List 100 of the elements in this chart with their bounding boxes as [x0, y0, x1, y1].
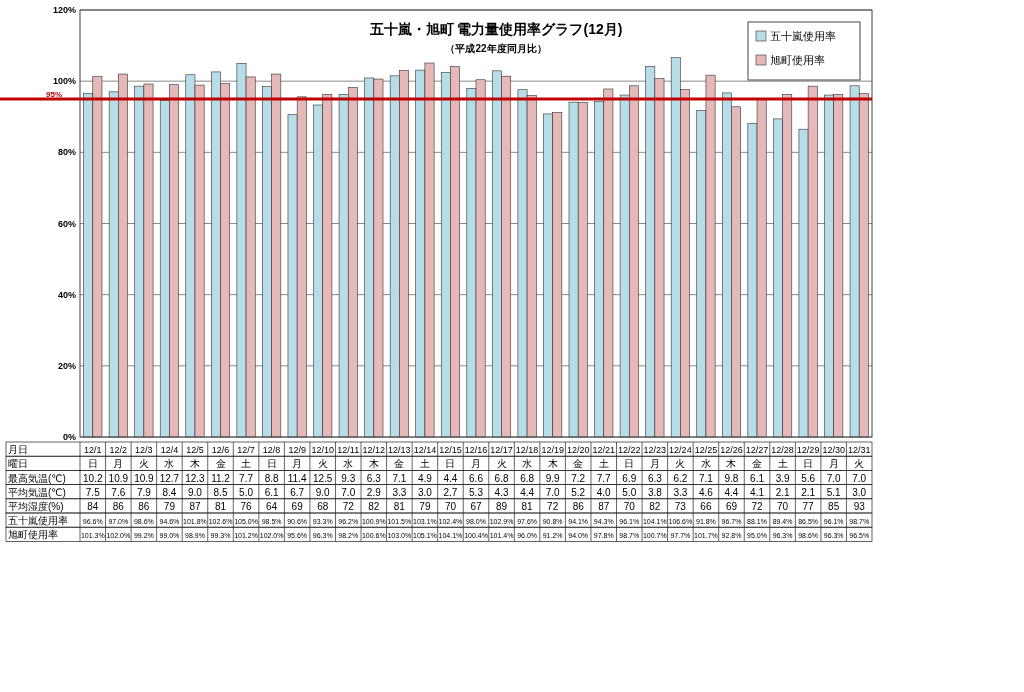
- text: 12.3: [185, 472, 205, 484]
- text: 8.5: [213, 486, 228, 498]
- text: 10.9: [134, 472, 154, 484]
- text: 曜日: [8, 458, 28, 470]
- text: 67: [470, 501, 482, 512]
- x-tick-label: 12/6: [211, 445, 230, 456]
- text: 月: [649, 458, 660, 470]
- text: 4.4: [443, 472, 458, 484]
- x-tick-label: 12/1: [84, 445, 102, 456]
- text: 86: [138, 501, 150, 512]
- text: 日: [624, 458, 635, 470]
- x-tick-label: 12/18: [515, 445, 539, 456]
- text: 73: [674, 501, 686, 512]
- text: 月: [828, 458, 839, 470]
- text: 12.7: [159, 472, 180, 484]
- text: 11.2: [211, 472, 230, 484]
- text: 66: [700, 501, 712, 512]
- text: 6.8: [520, 472, 535, 484]
- text: 10.2: [83, 472, 103, 484]
- x-tick-label: 12/3: [135, 445, 153, 456]
- text: 7.6: [111, 486, 126, 498]
- x-tick-label: 12/21: [592, 445, 616, 456]
- text: 5.0: [622, 486, 637, 498]
- text: 日: [266, 458, 277, 470]
- text: 7.1: [392, 472, 407, 484]
- x-tick-label: 12/30: [822, 445, 845, 456]
- text: 木: [368, 458, 379, 470]
- x-tick-label: 12/8: [262, 445, 281, 456]
- y-tick-label: 100%: [52, 76, 76, 87]
- text: 5.2: [571, 486, 586, 498]
- x-tick-label: 12/16: [464, 445, 488, 456]
- text: 72: [342, 501, 354, 512]
- x-tick-label: 12/2: [109, 445, 128, 456]
- text: 3.3: [392, 486, 407, 498]
- text: 火: [317, 458, 328, 470]
- text: 7.7: [596, 472, 611, 484]
- text: 3.0: [417, 486, 432, 498]
- text: 2.1: [775, 486, 790, 498]
- text: 4.0: [596, 486, 611, 498]
- x-tick-label: 12/29: [796, 445, 820, 456]
- text: 火: [496, 458, 507, 470]
- text: 68: [317, 501, 329, 512]
- x-tick-label: 12/11: [337, 445, 360, 456]
- text: 93: [853, 501, 865, 512]
- text: 土: [598, 458, 609, 470]
- x-tick-label: 12/14: [413, 445, 437, 456]
- text: 平均湿度(%): [8, 501, 64, 512]
- y-tick-label: 0%: [62, 432, 76, 442]
- text: 9.0: [315, 486, 330, 498]
- x-tick-label: 12/23: [643, 445, 667, 456]
- text: 9.3: [341, 472, 356, 484]
- text: 77: [802, 501, 814, 512]
- text: 3.8: [647, 486, 662, 498]
- text: 水: [522, 458, 533, 470]
- text: 76: [240, 501, 252, 512]
- text: 日: [803, 458, 814, 470]
- text: 木: [547, 458, 558, 470]
- text: 72: [751, 501, 763, 512]
- x-tick-label: 12/5: [186, 445, 204, 456]
- x-tick-label: 12/17: [490, 445, 513, 456]
- text: 5.0: [239, 486, 254, 498]
- text: 4.1: [750, 486, 764, 498]
- text: 86: [572, 501, 584, 512]
- text: 87: [598, 501, 610, 512]
- text: 5.1: [826, 486, 841, 498]
- text: 7.0: [545, 486, 560, 498]
- text: 84: [87, 501, 99, 512]
- text: 火: [675, 458, 686, 470]
- x-tick-label: 12/20: [566, 445, 590, 456]
- text: 4.6: [698, 486, 713, 498]
- text: 3.0: [852, 486, 867, 498]
- text: 金: [573, 458, 584, 470]
- text: 木: [726, 458, 737, 470]
- x-tick-label: 12/31: [847, 445, 871, 456]
- text: 水: [343, 458, 354, 470]
- text: 月: [292, 458, 303, 470]
- text: 4.3: [494, 486, 509, 498]
- x-tick-label: 12/26: [720, 445, 743, 456]
- text: 8.4: [162, 486, 177, 498]
- text: 7.7: [239, 472, 254, 484]
- x-tick-label: 12/27: [745, 445, 769, 456]
- text: 89: [495, 501, 508, 512]
- text: 9.0: [188, 486, 202, 498]
- text: 69: [291, 501, 303, 512]
- text: 7.9: [136, 486, 151, 498]
- text: 7.0: [826, 472, 841, 484]
- text: 7.5: [85, 486, 100, 498]
- y-tick-label: 80%: [57, 147, 76, 158]
- text: 土: [241, 458, 252, 470]
- text: 6.3: [647, 472, 662, 484]
- legend-label: 五十嵐使用率: [770, 30, 836, 42]
- text: 72: [547, 501, 559, 512]
- x-axis-title: 月日: [8, 444, 28, 456]
- text: 6.1: [750, 472, 764, 484]
- y-tick-label: 60%: [57, 218, 76, 229]
- x-tick-label: 12/10: [311, 445, 334, 456]
- text: 土: [419, 458, 430, 470]
- text: 月: [471, 458, 481, 470]
- text: 旭町使用率: [8, 529, 58, 541]
- text: 4.4: [520, 486, 535, 498]
